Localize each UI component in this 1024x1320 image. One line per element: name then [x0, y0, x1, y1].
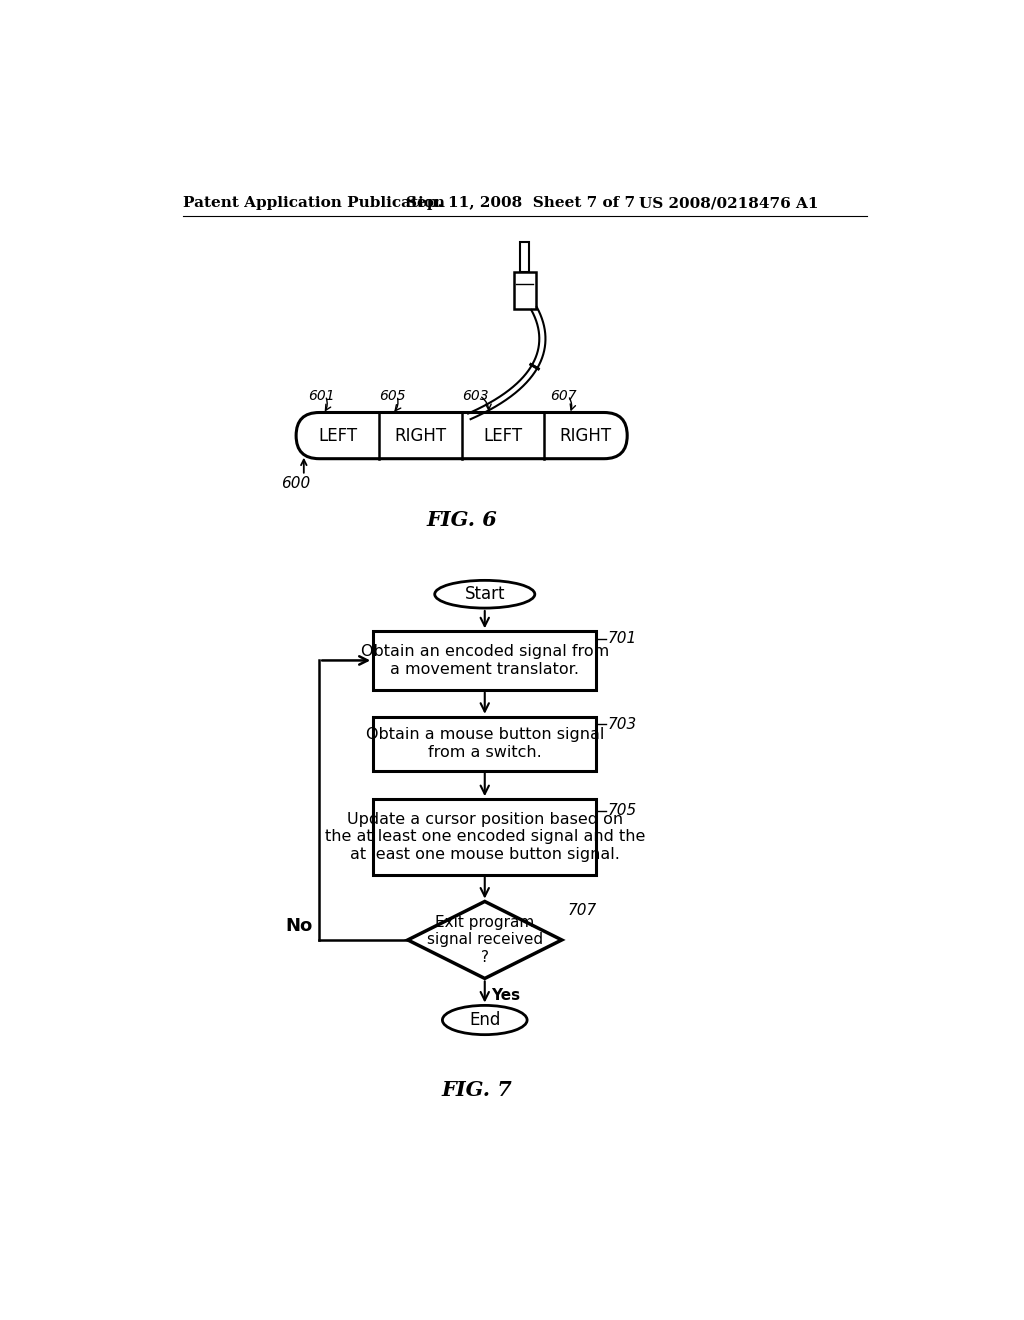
Text: Patent Application Publication: Patent Application Publication [183, 197, 444, 210]
Text: Obtain a mouse button signal
from a switch.: Obtain a mouse button signal from a swit… [366, 727, 604, 760]
Text: LEFT: LEFT [317, 426, 357, 445]
FancyBboxPatch shape [373, 631, 596, 689]
Text: RIGHT: RIGHT [560, 426, 612, 445]
Text: Start: Start [465, 585, 505, 603]
Text: 705: 705 [607, 803, 637, 818]
Text: 601: 601 [307, 388, 334, 403]
Text: Obtain an encoded signal from
a movement translator.: Obtain an encoded signal from a movement… [360, 644, 609, 677]
Text: LEFT: LEFT [483, 426, 522, 445]
Polygon shape [514, 272, 536, 309]
FancyBboxPatch shape [373, 799, 596, 875]
Text: Exit program
signal received
?: Exit program signal received ? [427, 915, 543, 965]
Text: Yes: Yes [490, 989, 520, 1003]
Text: 603: 603 [462, 388, 488, 403]
Text: 605: 605 [379, 388, 406, 403]
Text: Update a cursor position based on
the at least one encoded signal and the
at lea: Update a cursor position based on the at… [325, 812, 645, 862]
Ellipse shape [435, 581, 535, 609]
Text: 607: 607 [550, 388, 577, 403]
Text: 600: 600 [281, 475, 310, 491]
Text: 703: 703 [607, 717, 637, 731]
Text: RIGHT: RIGHT [394, 426, 446, 445]
Text: Sep. 11, 2008  Sheet 7 of 7: Sep. 11, 2008 Sheet 7 of 7 [407, 197, 635, 210]
Polygon shape [520, 242, 529, 272]
Text: No: No [286, 917, 313, 935]
Text: End: End [469, 1011, 501, 1030]
Text: FIG. 7: FIG. 7 [441, 1080, 512, 1100]
Text: 701: 701 [607, 631, 637, 647]
Text: FIG. 6: FIG. 6 [426, 511, 497, 531]
Text: 707: 707 [568, 903, 597, 919]
Text: US 2008/0218476 A1: US 2008/0218476 A1 [639, 197, 818, 210]
FancyBboxPatch shape [296, 412, 628, 459]
FancyBboxPatch shape [373, 717, 596, 771]
Ellipse shape [442, 1006, 527, 1035]
Polygon shape [408, 902, 562, 978]
